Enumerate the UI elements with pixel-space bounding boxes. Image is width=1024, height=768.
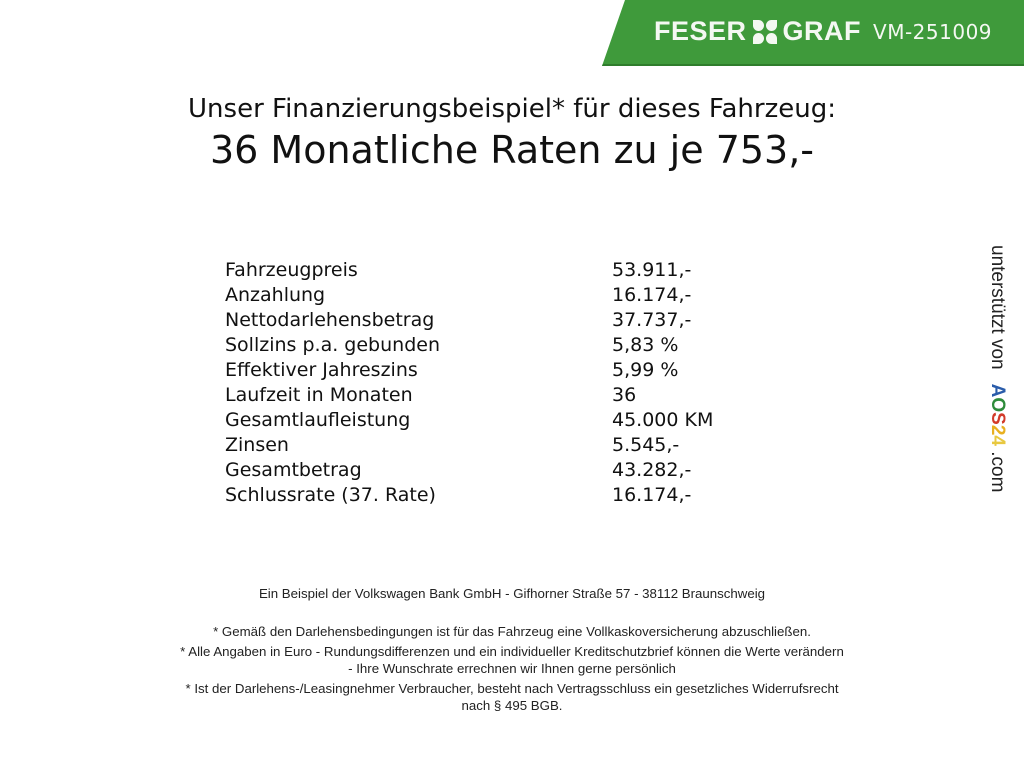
- supported-by-text: unterstützt von: [987, 245, 1008, 370]
- table-row: Effektiver Jahreszins 5,99 %: [225, 358, 745, 383]
- row-label: Gesamtbetrag: [225, 459, 362, 481]
- title-line-1: Unser Finanzierungsbeispiel* für dieses …: [188, 94, 836, 124]
- row-value: 37.737,-: [612, 309, 692, 331]
- brand-name: FESER: [654, 16, 747, 46]
- footer-note-1: * Gemäß den Darlehensbedingungen ist für…: [213, 624, 811, 639]
- title-line-2: 36 Monatliche Raten zu je 753,-: [209, 128, 815, 172]
- row-value: 53.911,-: [612, 259, 692, 281]
- row-value: 36: [612, 384, 637, 406]
- clover-icon: [752, 19, 777, 44]
- aos24-logo: AOS24: [987, 383, 1008, 446]
- footer-note-3a: * Ist der Darlehens-/Leasingnehmer Verbr…: [185, 681, 839, 696]
- footer-note-2b: - Ihre Wunschrate errechnen wir Ihnen ge…: [348, 661, 676, 676]
- row-value: 45.000 KM: [612, 409, 714, 431]
- brand-logo: FESER GRAF VM-251009: [654, 16, 992, 47]
- table-row: Gesamtbetrag 43.282,-: [225, 458, 745, 483]
- row-label: Nettodarlehensbetrag: [225, 309, 435, 331]
- row-label: Laufzeit in Monaten: [225, 384, 413, 406]
- supported-by-suffix: .com: [987, 451, 1008, 493]
- footer-note-3b: nach § 495 BGB.: [461, 698, 563, 713]
- row-label: Sollzins p.a. gebunden: [225, 334, 440, 356]
- row-label: Zinsen: [225, 434, 289, 456]
- brand-name-2: GRAF: [782, 16, 862, 46]
- footer-bank: Ein Beispiel der Volkswagen Bank GmbH - …: [258, 586, 766, 601]
- row-label: Anzahlung: [225, 284, 326, 306]
- table-row: Nettodarlehensbetrag 37.737,-: [225, 308, 745, 333]
- row-label: Gesamtlaufleistung: [225, 409, 411, 431]
- table-row: Schlussrate (37. Rate) 16.174,-: [225, 483, 745, 508]
- finance-table: Fahrzeugpreis 53.911,- Anzahlung 16.174,- Ne…: [225, 258, 745, 508]
- footer-note-2a: * Alle Angaben in Euro - Rundungsdiffere…: [180, 644, 844, 659]
- row-value: 5,99 %: [612, 359, 679, 381]
- supported-by: unterstützt von AOS24 .com: [986, 245, 1008, 492]
- row-label: Effektiver Jahreszins: [225, 359, 418, 381]
- row-value: 5,83 %: [612, 334, 679, 356]
- table-row: Laufzeit in Monaten 36: [225, 383, 745, 408]
- table-row: Gesamtlaufleistung 45.000 KM: [225, 408, 745, 433]
- row-value: 16.174,-: [612, 284, 692, 306]
- row-value: 5.545,-: [612, 434, 680, 456]
- row-value: 43.282,-: [612, 459, 692, 481]
- table-row: Fahrzeugpreis 53.911,-: [225, 258, 745, 283]
- row-value: 16.174,-: [612, 484, 692, 506]
- row-label: Schlussrate (37. Rate): [225, 484, 436, 506]
- table-row: Anzahlung 16.174,-: [225, 283, 745, 308]
- table-row: Sollzins p.a. gebunden 5,83 %: [225, 333, 745, 358]
- vehicle-code: VM-251009: [873, 19, 993, 44]
- brand-banner: [602, 0, 1024, 66]
- table-row: Zinsen 5.545,-: [225, 433, 745, 458]
- row-label: Fahrzeugpreis: [225, 259, 358, 281]
